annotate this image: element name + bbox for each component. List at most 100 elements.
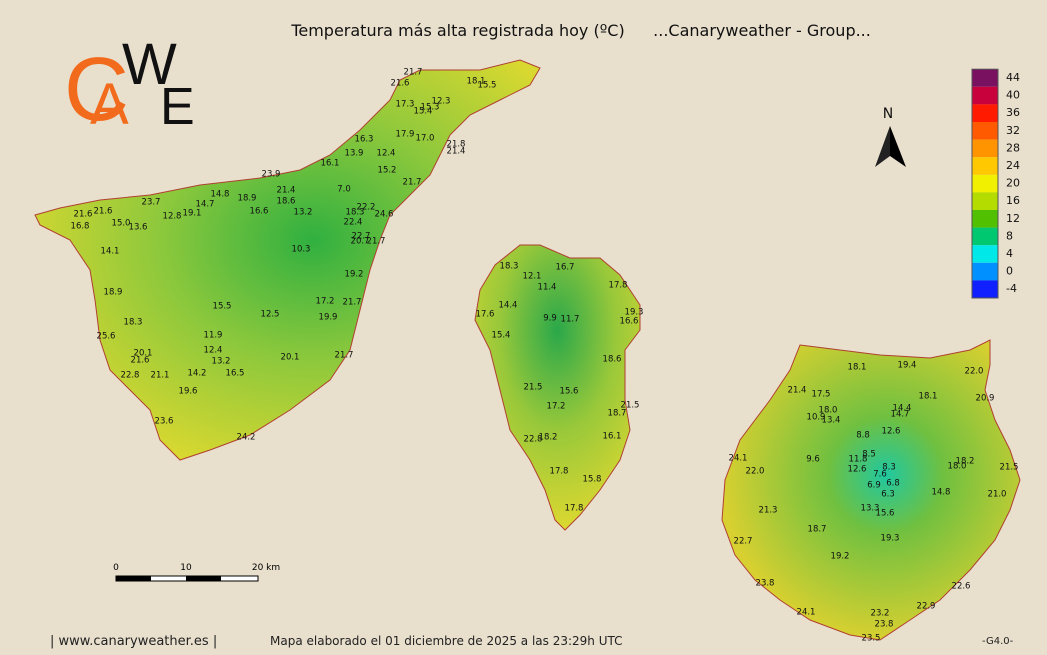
station-reading: 18.3 bbox=[346, 208, 365, 218]
la-palma bbox=[474, 244, 641, 531]
logo-letter: W bbox=[122, 32, 177, 97]
station-reading: 13.2 bbox=[212, 357, 231, 367]
station-reading: 18.2 bbox=[956, 457, 975, 467]
legend-label: 8 bbox=[1006, 229, 1013, 242]
station-reading: 11.8 bbox=[849, 455, 868, 465]
legend-label: 0 bbox=[1006, 265, 1013, 278]
station-reading: 14.1 bbox=[101, 247, 120, 257]
station-reading: 21.7 bbox=[404, 68, 423, 78]
station-reading: 18.3 bbox=[124, 318, 143, 328]
station-reading: 13.2 bbox=[294, 208, 313, 218]
station-reading: 15.4 bbox=[492, 331, 511, 341]
station-reading: 20.1 bbox=[281, 353, 300, 363]
legend-swatch bbox=[972, 86, 998, 105]
station-reading: 21.1 bbox=[151, 371, 170, 381]
station-reading: 22.6 bbox=[952, 582, 971, 592]
station-reading: 16.5 bbox=[226, 369, 245, 379]
station-reading: 22.9 bbox=[917, 602, 936, 612]
station-reading: 24.2 bbox=[237, 433, 256, 443]
station-reading: 14.8 bbox=[211, 190, 230, 200]
scale-label: 10 bbox=[180, 563, 192, 573]
station-reading: 21.5 bbox=[621, 401, 640, 411]
station-reading: 17.8 bbox=[550, 467, 569, 477]
station-reading: 22.2 bbox=[357, 203, 376, 213]
station-reading: 22.0 bbox=[746, 467, 765, 477]
station-reading: 19.4 bbox=[898, 361, 917, 371]
station-reading: 16.1 bbox=[603, 432, 622, 442]
station-reading: 14.4 bbox=[499, 301, 518, 311]
station-reading: 14.2 bbox=[188, 369, 207, 379]
station-reading: 12.4 bbox=[377, 149, 396, 159]
station-reading: 23.8 bbox=[875, 620, 894, 630]
legend-frame bbox=[971, 68, 999, 299]
station-reading: 9.6 bbox=[806, 455, 820, 465]
arrow-left bbox=[875, 126, 890, 167]
station-reading: 16.8 bbox=[71, 222, 90, 232]
legend-label: 32 bbox=[1006, 124, 1020, 137]
station-reading: 21.4 bbox=[277, 186, 296, 196]
station-reading: 12.8 bbox=[163, 212, 182, 222]
station-reading: 18.7 bbox=[808, 525, 827, 535]
legend-label: 36 bbox=[1006, 106, 1020, 119]
gran-canaria bbox=[721, 339, 1021, 641]
station-reading: 15.8 bbox=[583, 475, 602, 485]
station-reading: 23.9 bbox=[262, 170, 281, 180]
station-reading: 21.6 bbox=[94, 207, 113, 217]
logo-letter: A bbox=[90, 72, 129, 137]
station-reading: 21.5 bbox=[524, 383, 543, 393]
legend-swatch bbox=[972, 245, 998, 263]
legend-swatch bbox=[972, 69, 998, 87]
station-reading: 21.7 bbox=[403, 178, 422, 188]
station-reading: 17.3 bbox=[396, 100, 415, 110]
station-reading: 15.4 bbox=[414, 107, 433, 117]
station-reading: 13.3 bbox=[861, 504, 880, 514]
legend-label: 12 bbox=[1006, 212, 1020, 225]
legend-label: 4 bbox=[1006, 247, 1013, 260]
station-reading: 17.8 bbox=[565, 504, 584, 514]
logo-letter: C bbox=[64, 40, 129, 140]
made-note: Mapa elaborado el 01 diciembre de 2025 a… bbox=[270, 634, 623, 648]
station-reading: 20.7 bbox=[351, 237, 370, 247]
station-reading: 18.6 bbox=[277, 197, 296, 207]
station-reading: 22.8 bbox=[524, 435, 543, 445]
legend-swatch bbox=[972, 192, 998, 210]
legend-swatch bbox=[972, 139, 998, 158]
scale-bar: 0 10 20 km bbox=[113, 563, 280, 582]
station-reading: 8.5 bbox=[862, 450, 876, 460]
station-reading: 6.8 bbox=[886, 479, 900, 489]
station-reading: 22.4 bbox=[344, 218, 363, 228]
station-reading: 12.6 bbox=[882, 427, 901, 437]
station-reading: 21.6 bbox=[74, 210, 93, 220]
station-reading: 18.1 bbox=[467, 77, 486, 87]
station-reading: 15.5 bbox=[478, 81, 497, 91]
station-reading: 15.3 bbox=[421, 103, 440, 113]
station-reading: 23.7 bbox=[142, 198, 161, 208]
station-reading: 18.6 bbox=[603, 355, 622, 365]
station-reading: 13.6 bbox=[129, 223, 148, 233]
station-reading: 12.5 bbox=[261, 310, 280, 320]
station-reading: 18.0 bbox=[948, 462, 967, 472]
scale-label: 20 km bbox=[252, 563, 280, 573]
station-reading: 18.9 bbox=[238, 194, 257, 204]
station-reading: 6.9 bbox=[867, 481, 881, 491]
legend-swatch bbox=[972, 210, 998, 228]
station-reading: 15.5 bbox=[213, 302, 232, 312]
station-reading: 17.2 bbox=[547, 402, 566, 412]
legend-label: 44 bbox=[1006, 71, 1020, 84]
station-reading: 21.0 bbox=[988, 490, 1007, 500]
station-reading: 19.3 bbox=[625, 308, 644, 318]
station-reading: 14.7 bbox=[891, 410, 910, 420]
station-reading: 10.3 bbox=[292, 245, 311, 255]
station-reading: 25.6 bbox=[97, 332, 116, 342]
station-reading: 18.2 bbox=[539, 433, 558, 443]
legend-swatch bbox=[972, 262, 998, 281]
station-reading: 16.1 bbox=[321, 159, 340, 169]
station-reading: 12.1 bbox=[523, 272, 542, 282]
station-reading: 18.9 bbox=[104, 288, 123, 298]
site-link[interactable]: | www.canaryweather.es | bbox=[50, 634, 217, 649]
north-arrow: N bbox=[875, 106, 906, 167]
arrow-right bbox=[890, 126, 906, 167]
station-reading: 11.9 bbox=[204, 331, 223, 341]
